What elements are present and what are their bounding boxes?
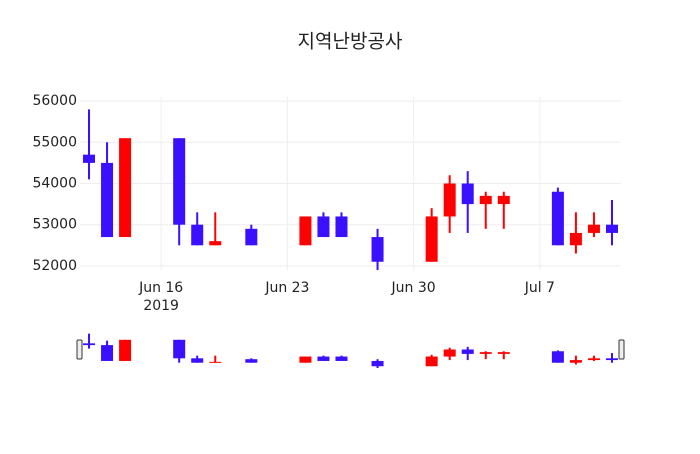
y-tick-label: 54000 — [32, 176, 77, 192]
candle-body — [209, 361, 222, 363]
candle-body — [461, 349, 474, 354]
y-tick-label: 55000 — [32, 134, 77, 150]
candle-body — [299, 216, 312, 246]
x-year-label: 2019 — [143, 298, 179, 314]
candle-body — [191, 358, 204, 363]
candle-body — [209, 241, 222, 246]
candle-body — [335, 356, 348, 361]
candle-body — [173, 339, 186, 359]
candle-body — [83, 154, 96, 163]
candle-body — [551, 351, 564, 363]
candle-body — [245, 228, 258, 246]
x-tick-label: Jun 23 — [264, 280, 309, 296]
candle-body — [425, 356, 438, 367]
x-tick-label: Jun 30 — [391, 280, 436, 296]
candle-body — [551, 191, 564, 246]
candle-body — [569, 232, 582, 246]
candle-body — [119, 138, 132, 238]
candle-body — [605, 224, 618, 233]
candle-body — [443, 183, 456, 217]
candle-body — [479, 195, 492, 205]
candle-body — [425, 216, 438, 262]
y-tick-label: 52000 — [32, 258, 77, 274]
range-slider — [80, 327, 621, 372]
candle-body — [101, 345, 114, 361]
candle-body — [605, 358, 618, 361]
candle-body — [119, 339, 132, 361]
candle-body — [335, 216, 348, 238]
candle-body — [587, 358, 600, 361]
candle-body — [479, 352, 492, 354]
x-tick-label: Jun 16 — [138, 280, 183, 296]
candle-body — [83, 343, 96, 346]
candle-body — [317, 356, 330, 361]
candle-body — [497, 195, 510, 205]
candle-body — [299, 356, 312, 363]
candle-body — [569, 360, 582, 363]
candle-body — [173, 138, 186, 225]
y-tick-label: 56000 — [32, 93, 77, 109]
y-tick-label: 53000 — [32, 217, 77, 233]
candle-body — [371, 360, 384, 367]
range-handle — [76, 339, 83, 360]
x-tick-label: Jul 7 — [524, 280, 555, 296]
candle-body — [191, 224, 204, 246]
candle-body — [371, 237, 384, 262]
candle-body — [245, 359, 258, 363]
candle-body — [317, 216, 330, 238]
candle-body — [101, 162, 114, 238]
chart-title: 지역난방공사 — [298, 31, 403, 53]
candle-body — [497, 352, 510, 354]
candle-body — [587, 224, 600, 233]
range-handle — [618, 339, 625, 360]
candle-body — [461, 183, 474, 205]
candle-body — [443, 349, 456, 357]
